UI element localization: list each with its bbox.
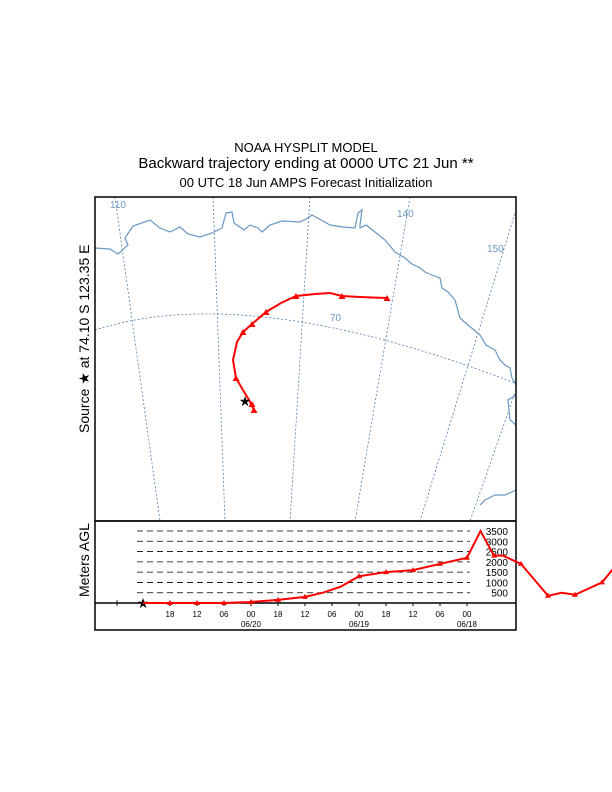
x-tick-label: 06	[220, 610, 229, 619]
coastline	[95, 208, 516, 386]
height-frame	[94, 520, 517, 631]
y-tick-label: 500	[491, 589, 508, 600]
height-marker	[410, 567, 416, 573]
trajectory-marker	[338, 293, 346, 299]
meridian-line	[354, 197, 411, 521]
source-star-icon: ★	[239, 393, 252, 409]
height-marker	[221, 600, 227, 605]
height-marker	[437, 560, 443, 566]
lat-lon-grid	[95, 197, 516, 521]
y-tick-label: 2000	[486, 558, 509, 569]
trajectory-marker	[248, 401, 256, 407]
trajectory-marker	[383, 295, 391, 301]
trajectory-marker	[239, 329, 247, 335]
trajectory-line	[231, 291, 388, 411]
date-label: 06/20	[241, 620, 262, 629]
x-tick-label: 00	[355, 610, 364, 619]
height-marker	[599, 579, 605, 585]
model-name: NOAA HYSPLIT MODEL	[234, 140, 378, 155]
trajectory-marker	[292, 293, 300, 299]
height-marker	[572, 591, 578, 597]
y-tick-label: 2500	[486, 548, 509, 559]
height-marker	[491, 552, 497, 558]
x-tick-label: 18	[382, 610, 391, 619]
meridian-line	[469, 389, 516, 521]
y-tick-label: 3500	[486, 527, 509, 538]
coastline-lower	[479, 394, 516, 506]
parallel-70	[95, 313, 516, 384]
chart-title: Backward trajectory ending at 0000 UTC 2…	[138, 155, 474, 172]
trajectory-markers	[232, 293, 391, 413]
x-tick-label: 00	[463, 610, 472, 619]
height-marker	[302, 593, 308, 599]
trajectory-marker	[248, 321, 256, 327]
meridian-label-150: 150	[487, 244, 504, 255]
meridian-line	[114, 197, 161, 521]
parallel-label-70: 70	[330, 313, 342, 324]
plus-marker-icon: +	[113, 596, 120, 610]
y-tick-label: 1500	[486, 568, 509, 579]
y-tick-label: 1000	[486, 578, 509, 589]
x-tick-label: 18	[274, 610, 283, 619]
x-tick-label: 06	[436, 610, 445, 619]
trajectory-marker	[232, 375, 240, 381]
map-frame	[94, 196, 517, 522]
meridian-line	[212, 197, 226, 521]
height-marker	[194, 600, 200, 605]
x-tick-label: 06	[328, 610, 337, 619]
x-tick-label: 12	[409, 610, 418, 619]
height-marker	[545, 592, 551, 598]
trajectory-marker	[262, 309, 270, 315]
x-tick-label: 12	[193, 610, 202, 619]
meridian-label-140: 140	[397, 209, 414, 220]
trajectory-marker	[250, 407, 258, 413]
meridian-label-110: 110	[110, 200, 126, 211]
x-tick-label: 12	[301, 610, 310, 619]
height-marker	[275, 596, 281, 602]
x-tick-label: 00	[247, 610, 256, 619]
height-markers	[167, 552, 605, 605]
date-label: 06/18	[457, 620, 478, 629]
height-marker	[167, 600, 173, 605]
height-marker	[464, 554, 470, 560]
map-panel: ★ 110 140 150 70	[95, 197, 516, 521]
date-label: 06/19	[349, 620, 370, 629]
height-marker	[248, 598, 254, 604]
height-profile-line	[143, 528, 612, 604]
x-tick-label: 18	[166, 610, 175, 619]
height-marker	[356, 573, 362, 579]
meridian-line	[289, 197, 311, 521]
y-tick-label: 3000	[486, 537, 509, 548]
chart-subtitle: 00 UTC 18 Jun AMPS Forecast Initializati…	[179, 175, 433, 190]
height-marker	[518, 560, 524, 566]
height-marker	[383, 569, 389, 575]
